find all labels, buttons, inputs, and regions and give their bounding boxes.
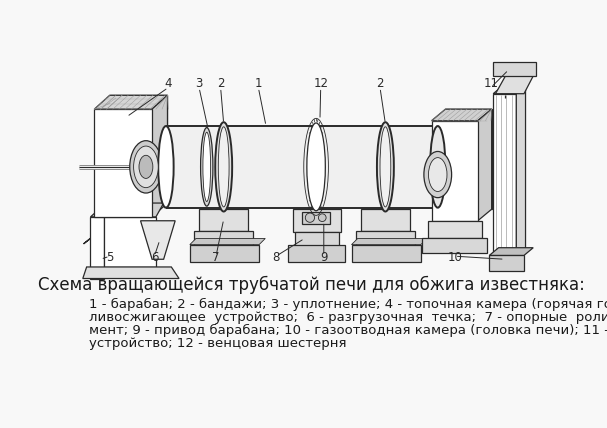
Text: 1 - барабан; 2 - бандажи; 3 - уплотнение; 4 - топочная камера (горячая головка);: 1 - барабан; 2 - бандажи; 3 - уплотнение… [89, 298, 607, 311]
Polygon shape [90, 217, 104, 279]
Text: устройство; 12 - венцовая шестерня: устройство; 12 - венцовая шестерня [89, 337, 347, 350]
Ellipse shape [429, 158, 447, 191]
Ellipse shape [215, 122, 232, 211]
Bar [302, 211, 330, 224]
Ellipse shape [305, 213, 314, 222]
Ellipse shape [203, 132, 211, 202]
Bar [493, 62, 535, 76]
Polygon shape [446, 109, 492, 209]
Bar [428, 221, 481, 238]
Bar [489, 256, 524, 271]
Text: ливосжигающее  устройство;  6 - разгрузочная  течка;  7 - опорные  ролики;  8 - : ливосжигающее устройство; 6 - разгрузочн… [89, 311, 607, 324]
Polygon shape [94, 95, 168, 109]
Ellipse shape [319, 214, 326, 222]
Text: 5: 5 [106, 251, 114, 264]
Text: 2: 2 [376, 77, 384, 90]
Polygon shape [141, 221, 175, 259]
Ellipse shape [377, 122, 394, 211]
Polygon shape [166, 126, 438, 208]
Polygon shape [83, 267, 179, 279]
Ellipse shape [430, 126, 446, 208]
Ellipse shape [380, 127, 391, 207]
Text: 3: 3 [195, 77, 203, 90]
Bar [199, 209, 248, 231]
Polygon shape [493, 86, 526, 94]
Text: 10: 10 [447, 251, 462, 264]
Text: 1: 1 [254, 77, 262, 90]
Ellipse shape [158, 126, 174, 208]
Polygon shape [478, 109, 492, 221]
Text: 4: 4 [164, 77, 172, 90]
Text: 7: 7 [212, 251, 220, 264]
Text: Схема вращающейся трубчатой печи для обжига известняка:: Схема вращающейся трубчатой печи для обж… [38, 276, 585, 294]
Polygon shape [351, 238, 427, 245]
Ellipse shape [134, 146, 158, 187]
Bar [422, 238, 487, 253]
Text: мент; 9 - привод барабана; 10 - газоотводная камера (головка печи); 11 - загрузо: мент; 9 - привод барабана; 10 - газоотво… [89, 324, 607, 337]
Polygon shape [190, 238, 265, 245]
Text: 2: 2 [217, 77, 225, 90]
Polygon shape [432, 109, 492, 121]
Bar [351, 245, 421, 262]
Bar [190, 245, 259, 262]
Bar [356, 231, 415, 246]
Ellipse shape [200, 128, 213, 206]
Polygon shape [489, 248, 533, 256]
Bar [194, 231, 253, 246]
Polygon shape [90, 203, 164, 217]
Polygon shape [84, 202, 133, 244]
Bar [94, 109, 152, 217]
Ellipse shape [139, 155, 153, 178]
Ellipse shape [219, 127, 229, 207]
Text: 11: 11 [483, 77, 498, 90]
Text: 6: 6 [151, 251, 158, 264]
Polygon shape [110, 95, 168, 203]
Ellipse shape [130, 141, 162, 193]
Text: 8: 8 [273, 251, 280, 264]
Bar [288, 245, 345, 262]
Polygon shape [517, 86, 526, 256]
Polygon shape [495, 74, 534, 94]
Polygon shape [104, 217, 156, 267]
Bar [493, 94, 517, 256]
Ellipse shape [307, 123, 325, 211]
Bar [432, 121, 478, 221]
Ellipse shape [424, 152, 452, 198]
Text: 12: 12 [313, 77, 328, 90]
Polygon shape [152, 95, 168, 217]
Bar [294, 232, 339, 246]
Bar [293, 209, 341, 232]
Text: 9: 9 [320, 251, 328, 264]
Bar [361, 209, 410, 231]
